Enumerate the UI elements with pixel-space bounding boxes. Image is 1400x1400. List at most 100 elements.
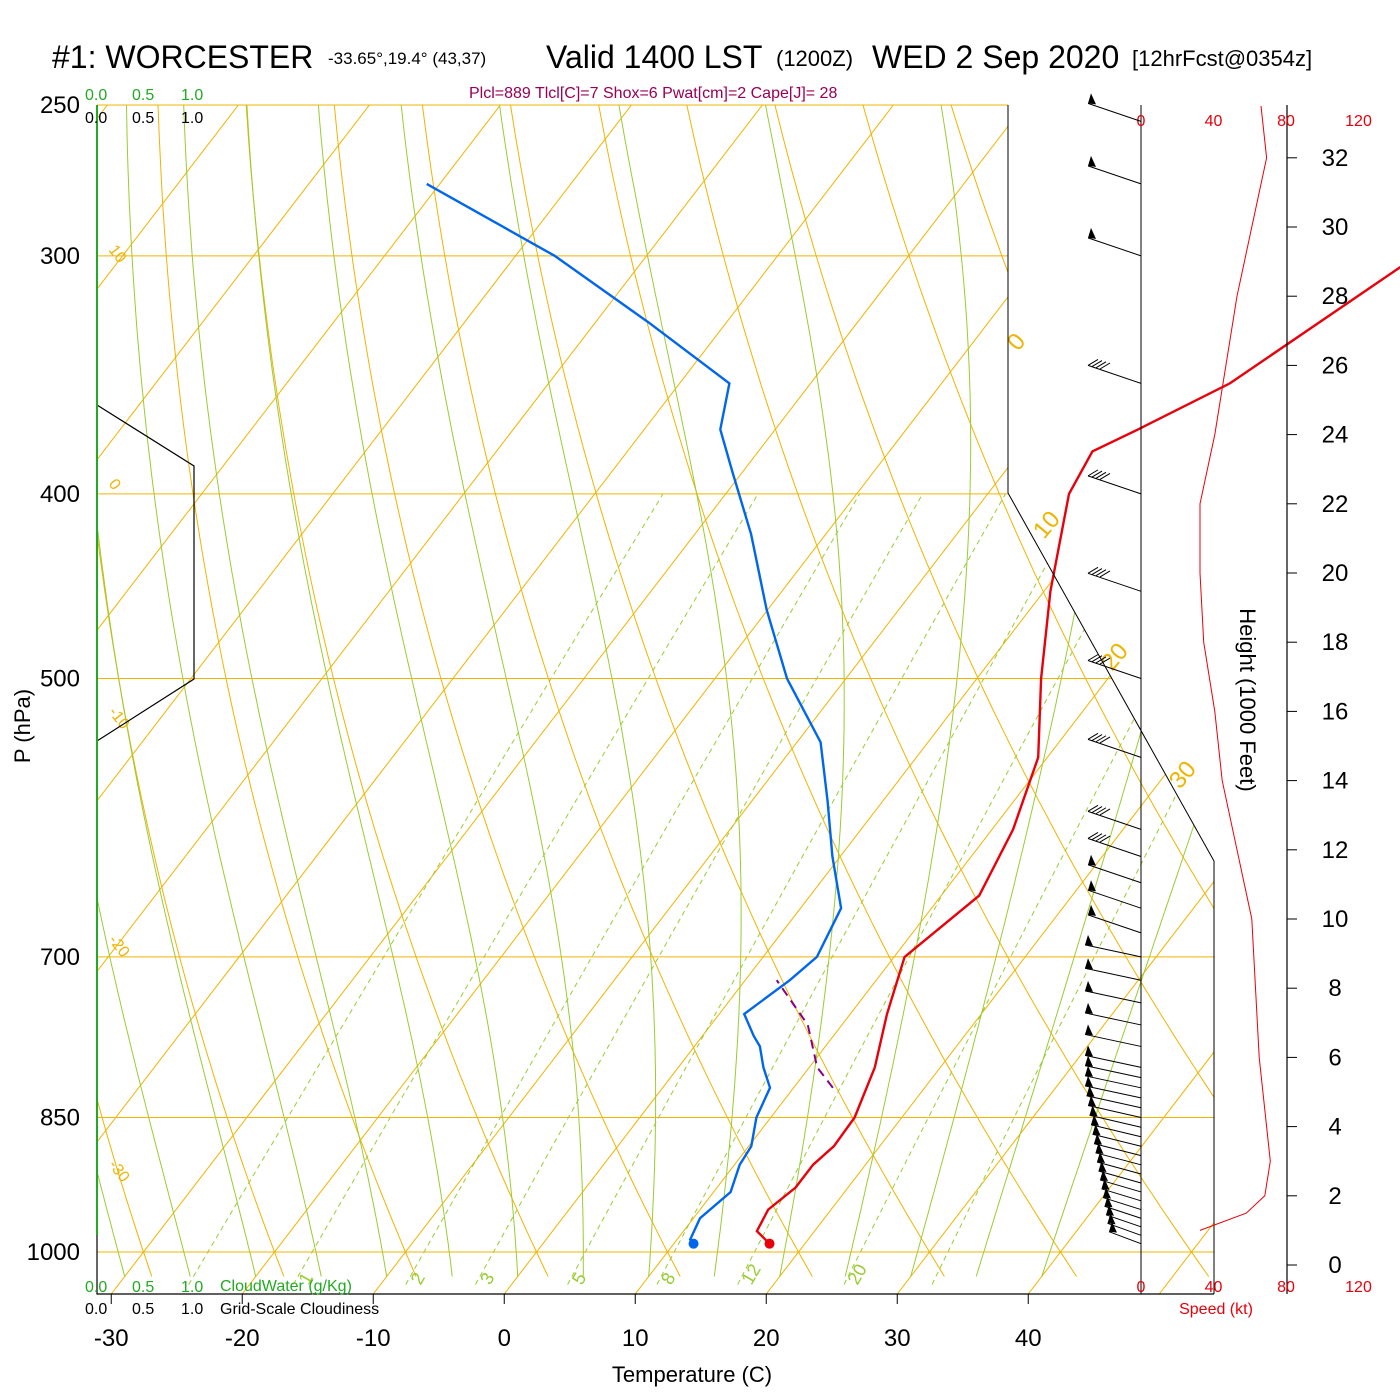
isotherm-line (97, 105, 763, 1294)
station-title: #1: WORCESTER (52, 39, 313, 75)
isotherm-line (97, 105, 370, 1294)
cloud-top-black-1: 0.5 (132, 110, 154, 127)
wind-barb (1096, 1151, 1142, 1175)
cloud-top-green-1: 0.5 (132, 87, 154, 104)
moist-adiabat-line (125, 105, 322, 1277)
x-tick-label: 40 (1015, 1325, 1042, 1352)
dry-adiabat-line (243, 105, 549, 1277)
moist-adiabat-line (975, 105, 1214, 1277)
moist-adiabat-line (1041, 105, 1214, 1277)
cloud-top-green-0: 0.0 (85, 87, 107, 104)
wind-barb (1084, 1075, 1142, 1099)
isotherm-label: -10 (105, 704, 133, 733)
isotherm-line (110, 105, 1025, 1294)
speed-axis-title: Speed (kt) (1179, 1301, 1253, 1318)
height-tick-label: 18 (1322, 629, 1349, 656)
cloud-bottom-green-1: 0.5 (132, 1279, 154, 1296)
wind-speed-profile-line (1199, 105, 1271, 1231)
isotherm-line (97, 105, 501, 1294)
height-tick-label: 14 (1322, 768, 1349, 795)
wind-barb (1090, 1114, 1142, 1138)
wind-barb (1087, 227, 1142, 257)
sounding-indices: Plcl=889 Tlcl[C]=7 Shox=6 Pwat[cm]=2 Cap… (469, 85, 837, 102)
wind-barb (1084, 958, 1142, 981)
height-tick-label: 6 (1328, 1044, 1341, 1071)
x-tick-label: -10 (356, 1325, 391, 1352)
moist-adiabat-line (612, 105, 742, 1277)
isotherm-line (97, 105, 632, 1294)
isotherm-line (241, 105, 1156, 1294)
height-tick-label: 20 (1322, 560, 1349, 587)
x-tick-label: 30 (884, 1325, 911, 1352)
y-axis-title: P (hPa) (10, 689, 35, 763)
wind-barb (1086, 1085, 1142, 1109)
dry-adiabat-label: 30 (1164, 756, 1202, 794)
height-axis-title: Height (1000 Feet) (1235, 608, 1260, 791)
wind-barb (1107, 1213, 1142, 1236)
cloudiness-label: Grid-Scale Cloudiness (220, 1301, 379, 1318)
dry-adiabat-line (156, 105, 417, 1277)
mixing-ratio-label: 8 (657, 1269, 679, 1288)
dry-adiabat-line (97, 105, 153, 1277)
pressure-tick-label: 500 (40, 666, 80, 693)
wind-panel: 0040408080120120024681012141618202224262… (1084, 93, 1372, 1296)
surface-temperature-dot (764, 1238, 775, 1249)
dry-adiabat-line (853, 105, 1214, 1277)
cloud-top-green-2: 1.0 (181, 87, 203, 104)
wind-barb (1104, 1196, 1142, 1219)
height-tick-label: 8 (1328, 975, 1341, 1002)
x-tick-label: 20 (753, 1325, 780, 1352)
wind-barb (1084, 1045, 1142, 1068)
height-tick-label: 2 (1328, 1183, 1341, 1210)
pressure-tick-label: 850 (40, 1105, 80, 1132)
mixing-ratio-line (188, 493, 664, 1285)
wind-barb (1092, 1124, 1142, 1147)
wind-barb (1087, 804, 1142, 830)
pressure-tick-label: 250 (40, 92, 80, 119)
station-coords: -33.65°,19.4° (43,37) (328, 49, 486, 68)
moist-adiabat-line (844, 105, 972, 1277)
wind-barb (1084, 934, 1142, 958)
isotherm-line (97, 105, 894, 1294)
dry-adiabat-line (1377, 71, 1400, 1276)
height-tick-label: 26 (1322, 352, 1349, 379)
speed-tick-label: 120 (1345, 113, 1372, 130)
chart-axes: -30 -20 -10 0 10 20 30 40 (94, 105, 1215, 1352)
moist-adiabat-line (397, 105, 584, 1277)
wind-barb (1084, 1024, 1142, 1047)
height-tick-label: 22 (1322, 491, 1349, 518)
mixing-ratio-line (405, 493, 861, 1285)
pressure-tick-label: 700 (40, 944, 80, 971)
dry-adiabat-label: 20 (1096, 638, 1134, 676)
mixing-ratio-label: 5 (568, 1269, 590, 1288)
dry-adiabat-label: 0 (1002, 328, 1031, 356)
moist-adiabat-line (97, 105, 257, 1277)
height-tick-label: 4 (1328, 1114, 1341, 1141)
speed-tick-label: 40 (1205, 113, 1223, 130)
dry-adiabat-line (766, 105, 1214, 1277)
isotherm-line (1158, 105, 1214, 1294)
moist-adiabat-line (97, 105, 191, 1277)
wind-barb (1093, 1133, 1142, 1157)
moist-adiabat-line (910, 105, 1129, 1277)
isotherm-line (634, 105, 1214, 1294)
moist-adiabat-line (244, 105, 453, 1277)
height-tick-label: 0 (1328, 1252, 1341, 1279)
dewpoint-line (426, 182, 843, 1245)
wind-barb (1087, 880, 1142, 909)
parcel-path-line (775, 979, 834, 1089)
dry-adiabat-line (505, 105, 945, 1277)
mixing-ratio-label: 3 (476, 1269, 498, 1288)
isotherm-label: -30 (105, 1157, 133, 1186)
zulu-time: (1200Z) (776, 46, 853, 71)
cloud-bottom-black-1: 0.5 (132, 1301, 154, 1318)
isotherm-line (896, 105, 1214, 1294)
wind-barb (1087, 654, 1142, 679)
dry-adiabat-line (679, 105, 1210, 1277)
wind-barb (1087, 93, 1142, 122)
isotherm-label: 10 (105, 242, 129, 267)
forecast-info: [12hrFcst@0354z] (1132, 46, 1312, 71)
wind-barb (1087, 904, 1142, 934)
mixing-ratio-line (931, 493, 1214, 1285)
